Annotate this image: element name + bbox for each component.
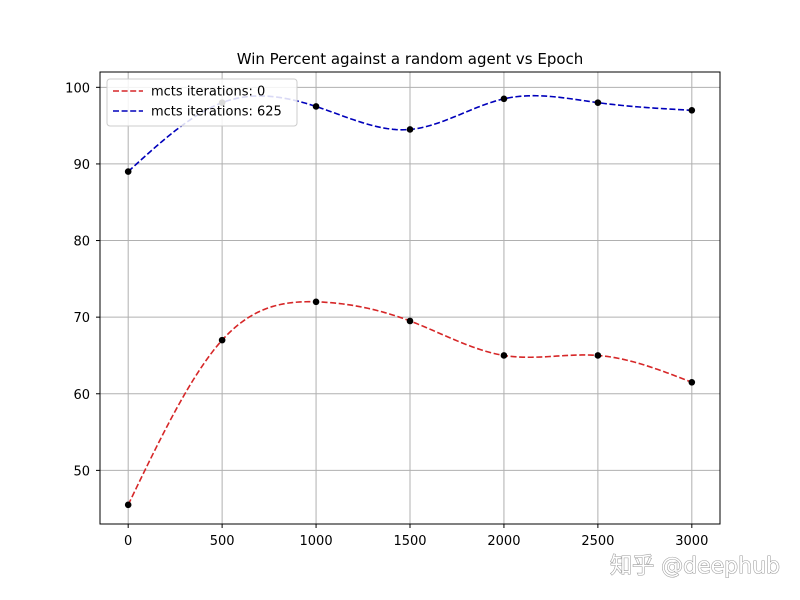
data-point [312,103,320,110]
x-tick-label: 0 [124,534,132,549]
y-tick-label: 70 [73,311,90,326]
data-point [406,126,414,133]
x-tick-label: 500 [210,534,235,549]
chart-title: Win Percent against a random agent vs Ep… [237,50,584,68]
data-point [124,501,132,509]
watermark-text: 知乎 @deephub [610,554,780,579]
data-point [594,352,602,359]
data-point [500,95,508,103]
data-point [218,336,226,344]
y-tick-label: 100 [65,81,90,96]
y-tick-label: 50 [73,464,90,479]
data-point [594,99,602,106]
axis-ticks: 0 500 1000 1500 2000 2500 3000 50 60 70 80 90 100 [65,81,708,549]
x-tick-label: 3000 [675,534,708,549]
grid-lines [100,72,720,524]
data-markers [124,95,696,509]
data-point [124,168,132,175]
x-tick-label: 2000 [487,534,520,549]
y-tick-label: 60 [73,388,90,403]
legend-label: mcts iterations: 0 [151,85,265,100]
data-point [312,298,320,306]
data-point [406,317,414,325]
y-tick-label: 80 [73,235,90,250]
x-tick-label: 1500 [393,534,426,549]
legend-label: mcts iterations: 625 [151,105,282,120]
data-point [688,107,696,114]
data-point [500,352,508,359]
x-tick-label: 2500 [581,534,614,549]
y-tick-label: 90 [73,158,90,173]
data-point [688,378,696,386]
x-tick-label: 1000 [300,534,333,549]
legend-box [106,78,298,127]
legend: mcts iterations: 0 mcts iterations: 625 [106,78,298,127]
